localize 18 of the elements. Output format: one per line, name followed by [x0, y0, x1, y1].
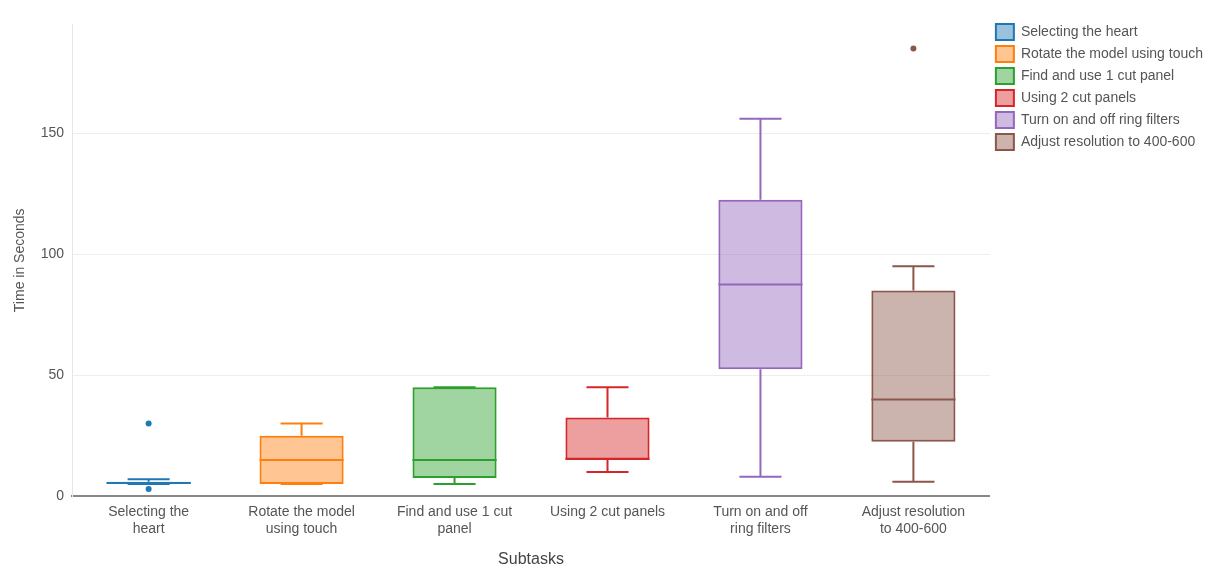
- y-tick-label: 100: [40, 245, 65, 262]
- legend-label: Find and use 1 cut panel: [1020, 66, 1175, 83]
- x-tick-label: Adjust resolution to 400-600: [861, 503, 966, 537]
- x-tick-label: Using 2 cut panels: [549, 503, 666, 520]
- y-tick-label: 50: [48, 366, 65, 383]
- x-tick-label: Find and use 1 cut panel: [396, 503, 513, 537]
- legend-label: Turn on and off ring filters: [1020, 110, 1180, 127]
- y-tick-label: 150: [40, 124, 65, 141]
- x-tick-label: Selecting the heart: [108, 503, 190, 537]
- x-axis-title: Subtasks: [498, 549, 564, 567]
- x-tick-label: Rotate the model using touch: [248, 503, 355, 537]
- legend-label: Rotate the model using touch: [1020, 44, 1204, 61]
- y-axis-title: Time in Seconds: [11, 208, 28, 313]
- legend-label: Selecting the heart: [1020, 22, 1138, 39]
- legend-label: Adjust resolution to 400-600: [1020, 132, 1196, 149]
- x-tick-label: Turn on and off ring filters: [713, 503, 808, 537]
- legend-label: Using 2 cut panels: [1020, 88, 1137, 105]
- y-tick-label: 0: [56, 487, 65, 504]
